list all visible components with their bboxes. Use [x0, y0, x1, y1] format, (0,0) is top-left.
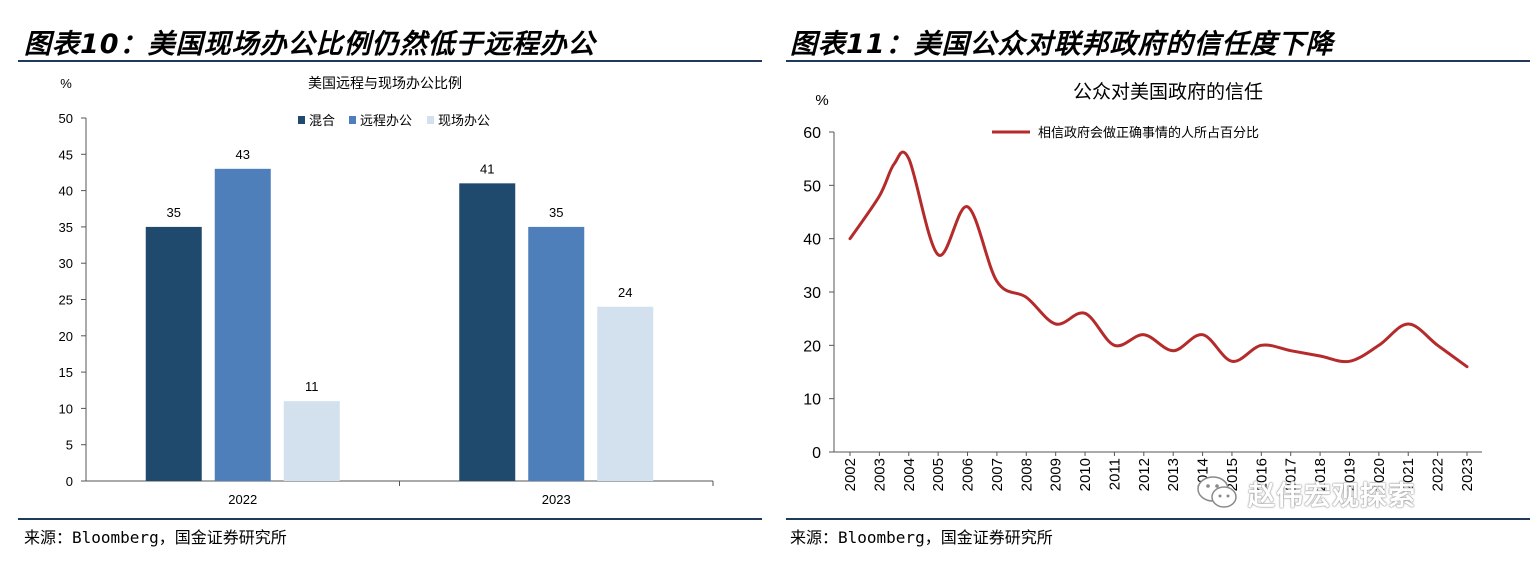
bar-2023-远程办公 — [528, 226, 585, 481]
bar-2023-混合 — [459, 183, 516, 481]
bar-y-tick-label: 45 — [59, 147, 73, 162]
right-source: 来源：Bloomberg，国金证券研究所 — [790, 528, 1053, 547]
line-legend-label: 相信政府会做正确事情的人所占百分比 — [1038, 125, 1259, 140]
line-y-unit: % — [815, 92, 828, 109]
line-y-tick-label: 60 — [803, 125, 821, 142]
line-x-tick-label: 2018 — [1312, 458, 1329, 491]
line-x-tick-label: 2017 — [1283, 458, 1300, 491]
bar-2022-远程办公 — [214, 168, 271, 481]
left-source: 来源：Bloomberg，国金证券研究所 — [24, 528, 287, 547]
line-x-tick-label: 2005 — [930, 458, 947, 491]
bar-data-label: 41 — [480, 161, 494, 176]
left-figure-title: 图表10：美国现场办公比例仍然低于远程办公 — [24, 29, 596, 60]
bar-data-label: 35 — [167, 205, 181, 220]
right-source-rule — [786, 518, 1530, 520]
bar-2022-现场办公 — [283, 401, 340, 481]
line-y-tick-label: 0 — [812, 445, 821, 462]
bar-y-tick-label: 25 — [59, 293, 73, 308]
right-panel: 图表11：美国公众对联邦政府的信任度下降 公众对美国政府的信任% 0 10 20 30 4… — [768, 0, 1536, 562]
line-x-tick-label: 2009 — [1048, 458, 1065, 491]
line-x-tick-label: 2003 — [871, 458, 888, 491]
bar-y-tick-label: 5 — [66, 438, 73, 453]
bar-2023-现场办公 — [597, 306, 654, 481]
legend-label-2: 现场办公 — [438, 113, 490, 128]
bar-y-tick-label: 40 — [59, 184, 73, 199]
right-figure-title: 图表11：美国公众对联邦政府的信任度下降 — [790, 29, 1334, 60]
bar-chart-title: 美国远程与现场办公比例 — [308, 75, 462, 91]
legend-swatch-2 — [427, 116, 434, 124]
right-title-rule — [786, 60, 1530, 62]
line-chart-title: 公众对美国政府的信任 — [1073, 81, 1263, 103]
bar-y-tick-label: 0 — [66, 474, 73, 489]
line-x-tick-label: 2011 — [1106, 458, 1123, 490]
line-y-tick-label: 20 — [803, 338, 821, 355]
bar-y-tick-label: 30 — [59, 256, 73, 271]
bar-y-tick-label: 10 — [59, 401, 73, 416]
line-x-tick-label: 2006 — [960, 458, 977, 491]
line-x-tick-label: 2010 — [1077, 458, 1094, 491]
legend-swatch-0 — [298, 116, 305, 124]
bar-y-tick-label: 20 — [59, 329, 73, 344]
line-x-tick-label: 2004 — [901, 458, 918, 491]
bar-y-tick-label: 50 — [59, 111, 73, 126]
bar-data-label: 24 — [618, 285, 632, 300]
line-x-tick-label: 2007 — [989, 458, 1006, 491]
line-x-tick-label: 2008 — [1018, 458, 1035, 491]
line-x-tick-label: 2016 — [1253, 458, 1270, 491]
watermark-text: 赵伟宏观探索 — [1248, 481, 1416, 512]
line-chart: 公众对美国政府的信任% 0 10 20 30 40 50 60 2002 2003 2004 2005… — [803, 81, 1482, 491]
watermark: 赵伟宏观探索 — [1190, 470, 1490, 514]
line-x-tick-label: 2019 — [1341, 458, 1358, 491]
line-x-tick-label: 2015 — [1224, 458, 1241, 491]
bar-2022-混合 — [145, 226, 202, 481]
line-x-tick-label: 2013 — [1165, 458, 1182, 491]
bar-y-unit: % — [60, 76, 72, 91]
left-title-rule — [18, 60, 762, 62]
legend-label-1: 远程办公 — [360, 113, 412, 128]
legend-swatch-1 — [349, 116, 356, 124]
bar-y-tick-label: 15 — [59, 365, 73, 380]
bar-x-tick-label: 2023 — [542, 492, 571, 507]
legend-label-0: 混合 — [309, 113, 335, 128]
line-x-tick-label: 2020 — [1371, 458, 1388, 491]
line-x-tick-label: 2021 — [1400, 458, 1417, 491]
bar-x-tick-label: 2022 — [228, 492, 257, 507]
line-x-tick-label: 2002 — [842, 458, 859, 491]
bar-y-tick-label: 35 — [59, 220, 73, 235]
line-y-tick-label: 30 — [803, 285, 821, 302]
left-source-rule — [18, 518, 762, 520]
bar-chart: 美国远程与现场办公比例% 0 5 10 15 20 25 30 35 40 45 50 2022 35 43… — [59, 75, 714, 507]
line-x-tick-label: 2022 — [1430, 458, 1447, 491]
wechat-icon — [1197, 476, 1237, 508]
line-x-tick-label: 2023 — [1459, 458, 1476, 491]
line-x-tick-label: 2012 — [1136, 458, 1153, 491]
trust-line — [848, 150, 1469, 369]
line-y-tick-label: 50 — [803, 178, 821, 195]
left-panel: 图表10：美国现场办公比例仍然低于远程办公 美国远程与现场办公比例% 0 5 10 15… — [18, 29, 762, 547]
bar-data-label: 35 — [549, 205, 563, 220]
line-y-tick-label: 40 — [803, 232, 821, 249]
line-y-tick-label: 10 — [803, 392, 821, 409]
bar-data-label: 43 — [236, 147, 250, 162]
bar-data-label: 11 — [305, 379, 319, 394]
